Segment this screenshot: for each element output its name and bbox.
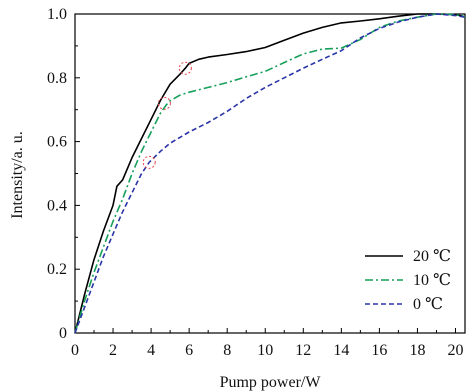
series-line-2 xyxy=(75,14,465,333)
x-tick-label: 8 xyxy=(223,342,231,359)
y-tick-label: 0 xyxy=(59,325,67,342)
x-tick-label: 18 xyxy=(409,342,425,359)
legend-label-0: 20 ℃ xyxy=(413,248,451,265)
x-tick-label: 2 xyxy=(109,342,117,359)
x-tick-label: 6 xyxy=(185,342,193,359)
legend-label-2: 0 ℃ xyxy=(413,296,443,313)
annotations-group xyxy=(143,62,191,168)
series-line-1 xyxy=(75,14,465,333)
axes-group: 0 2 4 6 8 10 12 14 16 18 20 0 0.2 0.4 0.6 0.8 1.0 xyxy=(47,6,465,359)
y-tick-label: 0.8 xyxy=(47,70,67,87)
legend: 20 ℃ 10 ℃ 0 ℃ xyxy=(365,248,451,313)
legend-label-1: 10 ℃ xyxy=(413,272,451,289)
x-axis-title: Pump power/W xyxy=(220,374,322,391)
x-tick-label: 20 xyxy=(447,342,463,359)
x-tick-label: 10 xyxy=(257,342,273,359)
y-tick-label: 0.4 xyxy=(47,197,67,214)
x-tick-label: 4 xyxy=(147,342,155,359)
x-tick-label: 0 xyxy=(71,342,79,359)
y-axis-title: Intensity/a. u. xyxy=(9,131,26,219)
y-tick-label: 0.6 xyxy=(47,134,67,151)
y-tick-label: 1.0 xyxy=(47,6,67,23)
x-tick-label: 16 xyxy=(371,342,387,359)
x-tick-label: 12 xyxy=(295,342,311,359)
y-tick-label: 0.2 xyxy=(47,261,67,278)
plot-frame xyxy=(75,14,465,333)
series-group xyxy=(75,14,465,333)
series-line-0 xyxy=(75,14,465,333)
x-tick-label: 14 xyxy=(333,342,349,359)
